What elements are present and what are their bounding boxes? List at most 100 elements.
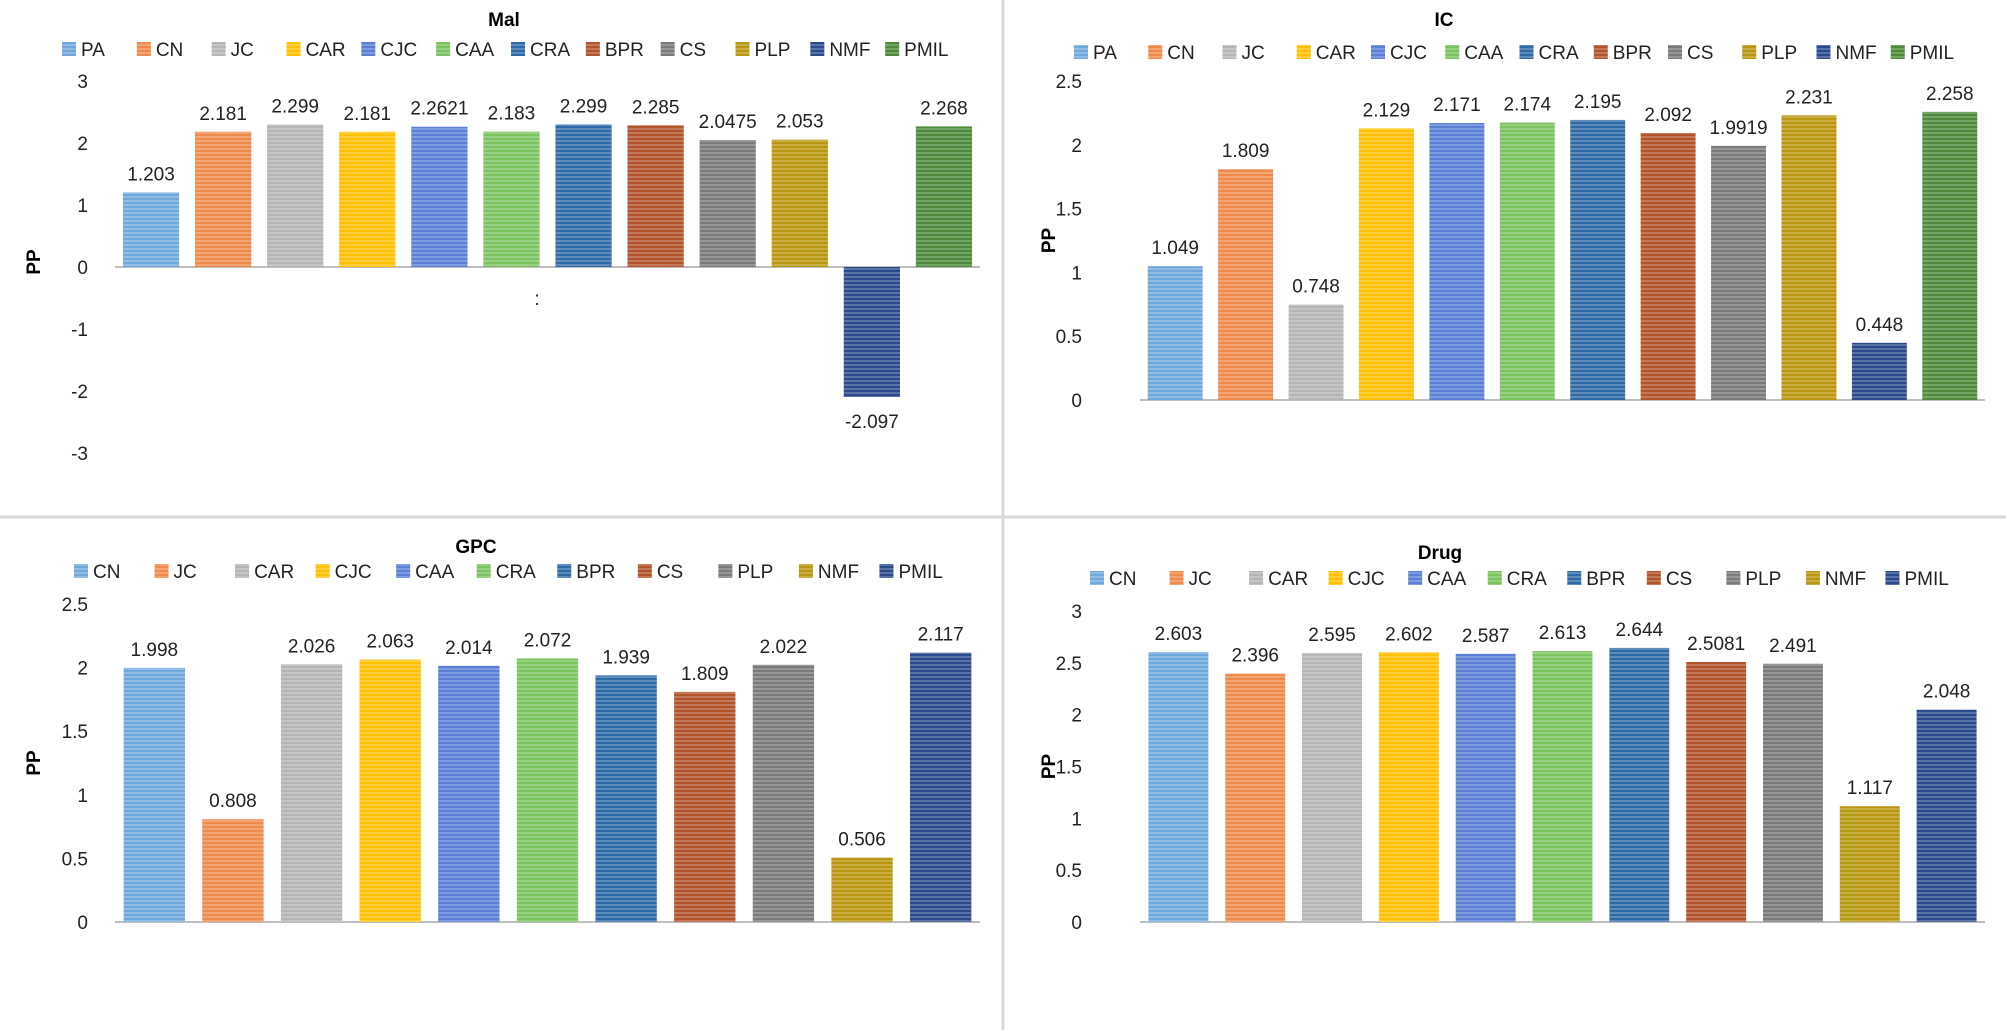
data-label-pa: 1.203 xyxy=(127,164,175,185)
legend-label-bpr: BPR xyxy=(1613,43,1652,64)
legend-label-cs: CS xyxy=(657,562,683,583)
legend-label-pa: PA xyxy=(81,40,105,61)
chart-panel-drug: Drug PP CN JC CAR CJC CAA CRA BPR CS PLP NMF PMIL 3 2.… xyxy=(1039,543,1985,934)
bar-stripe-cjc xyxy=(359,659,421,922)
legend-label-cn: CN xyxy=(156,40,183,61)
data-label-cjc: 2.171 xyxy=(1433,95,1481,116)
legend-swatch-stripe xyxy=(1742,45,1757,59)
bar-stripe-cs xyxy=(1686,661,1747,922)
legend-swatch-stripe xyxy=(396,564,411,578)
legend-label-cra: CRA xyxy=(530,40,570,61)
data-label-pmil: 2.268 xyxy=(920,98,968,119)
legend-swatch-stripe xyxy=(1567,571,1582,585)
legend-label-bpr: BPR xyxy=(605,40,644,61)
chart-panel-gpc: GPC PP CN JC CAR CJC CAA CRA BPR CS PLP NMF PMIL 2.5 2… xyxy=(24,537,980,934)
bar-stripe-jc xyxy=(1225,673,1286,922)
y-tick-label: 1 xyxy=(1071,809,1082,830)
chart-title: Drug xyxy=(1418,543,1462,564)
data-label-bpr: 2.092 xyxy=(1644,105,1692,126)
legend-swatch-stripe xyxy=(1593,45,1608,59)
chart-title: GPC xyxy=(455,537,496,558)
data-label-caa: 2.183 xyxy=(488,104,536,125)
legend-label-caa: CAA xyxy=(455,40,494,61)
bar-stripe-cra xyxy=(1570,119,1626,400)
legend-swatch-stripe xyxy=(1646,571,1661,585)
data-label-cn: 1.809 xyxy=(1222,141,1270,162)
legend-label-jc: JC xyxy=(231,40,254,61)
legend-label-cs: CS xyxy=(1666,569,1692,590)
legend-swatch-stripe xyxy=(735,42,750,56)
data-label-jc: 2.299 xyxy=(271,96,319,117)
y-tick-label: 3 xyxy=(77,72,88,93)
data-label-plp: 2.491 xyxy=(1769,636,1817,657)
legend-swatch-stripe xyxy=(1816,45,1831,59)
bar-stripe-cjc xyxy=(1429,122,1485,400)
data-label-caa: 2.014 xyxy=(445,638,493,659)
bar-stripe-jc xyxy=(267,124,324,267)
data-label-cjc: 2.602 xyxy=(1385,624,1433,645)
legend-swatch-stripe xyxy=(136,42,151,56)
legend-swatch-stripe xyxy=(315,564,330,578)
legend-swatch-stripe xyxy=(1726,571,1741,585)
y-tick-label: 0 xyxy=(77,913,88,934)
stray-mark: : xyxy=(534,289,539,310)
legend-label-plp: PLP xyxy=(1745,569,1781,590)
bar-stripe-bpr xyxy=(1609,647,1670,922)
y-tick-label: -3 xyxy=(71,444,88,465)
data-label-car: 2.595 xyxy=(1308,625,1356,646)
data-label-plp: 2.053 xyxy=(776,112,824,133)
bar-stripe-caa xyxy=(438,665,500,922)
y-tick-label: 1.5 xyxy=(62,722,88,743)
y-tick-label: 3 xyxy=(1071,602,1082,623)
legend-label-nmf: NMF xyxy=(818,562,859,583)
legend-label-cjc: CJC xyxy=(1390,43,1427,64)
legend-label-plp: PLP xyxy=(755,40,791,61)
y-tick-label: 0.5 xyxy=(1056,327,1082,348)
legend-label-nmf: NMF xyxy=(829,40,870,61)
legend-swatch-stripe xyxy=(718,564,733,578)
legend-swatch-stripe xyxy=(1222,45,1237,59)
legend-swatch-stripe xyxy=(1090,571,1104,585)
legend-swatch-stripe xyxy=(1890,45,1905,59)
legend-swatch-stripe xyxy=(1249,571,1264,585)
data-label-cs: 1.9919 xyxy=(1709,118,1767,139)
bar-stripe-cs xyxy=(699,140,756,267)
bar-stripe-bpr xyxy=(1640,133,1696,401)
legend-swatch-stripe xyxy=(211,42,226,56)
data-label-cjc: 2.2621 xyxy=(410,99,468,120)
legend-swatch-stripe xyxy=(1805,571,1820,585)
chart-title: IC xyxy=(1435,10,1454,31)
bar-stripe-nmf xyxy=(1839,806,1900,922)
legend-label-caa: CAA xyxy=(1427,569,1466,590)
data-label-pmil: 2.048 xyxy=(1923,682,1971,703)
legend-swatch-stripe xyxy=(436,42,451,56)
legend-swatch-stripe xyxy=(1148,45,1163,59)
data-label-cs: 2.5081 xyxy=(1687,634,1745,655)
y-tick-label: 0 xyxy=(1071,913,1082,934)
legend-swatch-stripe xyxy=(1169,571,1184,585)
legend-label-cn: CN xyxy=(1109,569,1136,590)
y-axis-label: PP xyxy=(1039,754,1060,780)
y-tick-label: -1 xyxy=(71,320,88,341)
bar-stripe-plp xyxy=(1781,115,1837,400)
legend-label-pmil: PMIL xyxy=(898,562,942,583)
bar-stripe-bpr xyxy=(595,675,657,922)
bar-stripe-nmf xyxy=(831,857,893,922)
data-label-cra: 2.072 xyxy=(524,630,572,651)
legend-swatch-stripe xyxy=(511,42,525,56)
data-label-cn: 2.181 xyxy=(199,104,247,125)
y-tick-label: 0.5 xyxy=(1056,861,1082,882)
bar-stripe-cjc xyxy=(1378,652,1439,922)
legend-swatch-stripe xyxy=(879,564,894,578)
legend-swatch-stripe xyxy=(1885,571,1900,585)
legend-swatch-stripe xyxy=(798,564,813,578)
data-label-car: 2.181 xyxy=(344,104,392,125)
y-tick-label: 2.5 xyxy=(1056,72,1082,93)
legend-label-bpr: BPR xyxy=(576,562,615,583)
bar-stripe-bpr xyxy=(627,125,684,267)
y-tick-label: 1 xyxy=(77,196,88,217)
data-label-caa: 2.174 xyxy=(1504,95,1552,116)
bar-stripe-car xyxy=(339,131,396,267)
bar-stripe-pmil xyxy=(1916,709,1977,922)
bar-stripe-pmil xyxy=(915,126,973,267)
